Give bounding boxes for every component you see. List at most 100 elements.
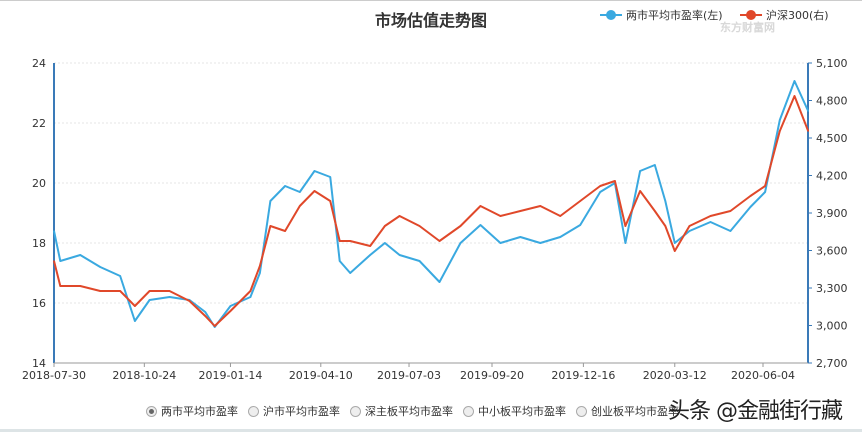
data-point [148, 299, 151, 301]
radio-option[interactable]: 创业板平均市盈率 [576, 403, 679, 419]
x-tick-label: 2018-07-30 [22, 369, 86, 382]
y-left-tick-label: 14 [32, 357, 46, 370]
x-tick-label: 2018-10-24 [112, 369, 176, 382]
data-point [168, 290, 171, 292]
data-point [793, 95, 796, 97]
data-point [229, 305, 232, 307]
x-tick-label: 2019-12-16 [551, 369, 615, 382]
data-point [398, 215, 401, 217]
data-point [249, 290, 252, 292]
y-right-tick-label: 3,300 [816, 282, 848, 295]
data-point [349, 240, 352, 242]
chart-title: 市场估值走势图 [374, 11, 487, 30]
y-right-tick-label: 2,700 [816, 357, 848, 370]
data-point [329, 176, 332, 178]
data-point [53, 260, 55, 262]
data-point [673, 242, 676, 244]
data-point [338, 240, 341, 242]
data-point [313, 190, 316, 192]
data-point [148, 290, 151, 292]
data-point [599, 185, 601, 187]
data-point [259, 265, 261, 267]
data-point [639, 190, 641, 192]
data-point [673, 250, 676, 252]
data-point [53, 230, 55, 232]
data-point [168, 296, 171, 298]
data-point [384, 242, 386, 244]
radio-option[interactable]: 中小板平均市盈率 [463, 403, 566, 419]
data-point [639, 170, 641, 172]
data-point [418, 225, 421, 227]
radio-icon [576, 405, 587, 417]
data-point [729, 230, 732, 232]
data-point [764, 185, 766, 187]
data-point [338, 260, 341, 262]
y-left-tick-label: 20 [32, 177, 46, 190]
data-point [438, 240, 441, 242]
data-point [688, 225, 691, 227]
chart-svg: 24 22 20 18 16 14 5,100 4,800 4,500 4,200 3,900 3,6… [22, 57, 848, 382]
legend-item-pe[interactable]: 两市平均市盈率(左) [600, 7, 723, 23]
data-point [349, 272, 352, 274]
radio-option[interactable]: 深主板平均市盈率 [350, 403, 453, 419]
series-line-hs300 [53, 95, 810, 327]
data-point [269, 200, 272, 202]
data-point [793, 80, 796, 82]
y-right-tick-label: 4,800 [816, 95, 848, 108]
radio-label: 深主板平均市盈率 [365, 405, 453, 418]
data-point [779, 130, 781, 132]
data-point [654, 210, 656, 212]
data-point [729, 210, 732, 212]
eastmoney-logo: 东方财富网 [720, 21, 775, 34]
legend-marker-icon [740, 10, 762, 20]
data-point [79, 285, 82, 287]
data-point [479, 205, 482, 207]
legend-label: 沪深300(右) [766, 9, 829, 22]
x-tick-label: 2019-04-10 [289, 369, 353, 382]
data-point [369, 245, 371, 247]
x-tick-label: 2020-03-12 [643, 369, 707, 382]
legend-marker-icon [600, 10, 622, 20]
data-point [499, 215, 502, 217]
radio-option[interactable]: 两市平均市盈率 [146, 403, 238, 419]
data-point [599, 191, 601, 193]
data-point [269, 225, 272, 227]
data-point [807, 110, 809, 112]
data-point [614, 180, 616, 182]
data-point [519, 210, 522, 212]
watermark: 头条 @金融街行藏 [668, 399, 843, 424]
radio-label: 沪市平均市盈率 [263, 405, 340, 418]
legend-item-hs300[interactable]: 沪深300(右) [740, 7, 829, 23]
data-point [119, 275, 121, 277]
y-left-tick-label: 18 [32, 237, 46, 250]
data-point [134, 305, 136, 307]
data-point [369, 254, 371, 256]
data-point [688, 230, 691, 232]
data-point [438, 281, 441, 283]
data-point [764, 191, 766, 193]
data-point [204, 311, 207, 313]
data-point [134, 320, 136, 322]
data-point [459, 225, 462, 227]
data-point [479, 224, 482, 226]
radio-label: 两市平均市盈率 [161, 405, 238, 418]
data-point [664, 200, 667, 202]
data-point [539, 242, 542, 244]
data-point [119, 290, 121, 292]
data-point [259, 272, 261, 274]
legend-label: 两市平均市盈率(左) [626, 9, 723, 22]
radio-icon [146, 405, 157, 417]
data-point [654, 164, 656, 166]
data-point [59, 285, 62, 287]
data-point [99, 290, 102, 292]
data-point [709, 215, 712, 217]
data-point [398, 254, 401, 256]
data-point [559, 236, 562, 238]
data-point [298, 205, 301, 207]
radio-icon [350, 405, 361, 417]
data-point [188, 300, 191, 302]
radio-option[interactable]: 沪市平均市盈率 [248, 403, 340, 419]
y-right-tick-label: 4,200 [816, 170, 848, 183]
data-point [213, 325, 216, 327]
